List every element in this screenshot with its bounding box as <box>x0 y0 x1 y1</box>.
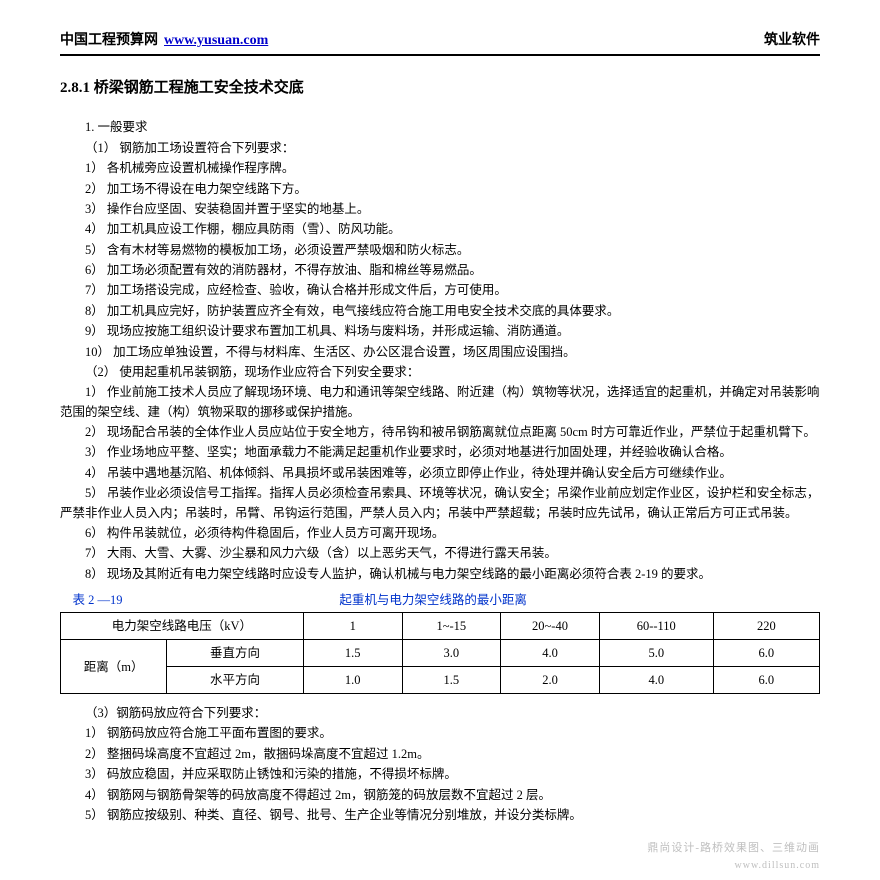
table-cell: 1.5 <box>402 667 501 694</box>
table-header: 20~-40 <box>501 613 600 640</box>
paragraph: （1） 钢筋加工场设置符合下列要求： <box>60 139 820 158</box>
body-text: 1. 一般要求 （1） 钢筋加工场设置符合下列要求：1） 各机械旁应设置机械操作程… <box>60 118 820 584</box>
table-header: 1 <box>303 613 402 640</box>
row-group: 距离（m） <box>61 640 167 694</box>
paragraph: 4） 钢筋网与钢筋骨架等的码放高度不得超过 2m，钢筋笼的码放层数不宜超过 2 … <box>60 786 820 805</box>
distance-table: 电力架空线路电压（kV）11~-1520~-4060--110220 距离（m）垂… <box>60 612 820 694</box>
paragraph: 7） 大雨、大雪、大雾、沙尘暴和风力六级（含）以上恶劣天气，不得进行露天吊装。 <box>60 544 820 563</box>
document-title: 2.8.1 桥梁钢筋工程施工安全技术交底 <box>60 76 820 100</box>
table-cell: 4.0 <box>501 640 600 667</box>
paragraph: 1. 一般要求 <box>60 118 820 137</box>
paragraph: 1） 钢筋码放应符合施工平面布置图的要求。 <box>60 724 820 743</box>
table-number: 表 2 —19 <box>60 590 180 610</box>
table-cell: 6.0 <box>713 640 819 667</box>
paragraph: 4） 加工机具应设工作棚，棚应具防雨（雪）、防风功能。 <box>60 220 820 239</box>
page-header: 中国工程预算网 www.yusuan.com 筑业软件 <box>60 30 820 56</box>
table-header: 60--110 <box>599 613 713 640</box>
watermark-line1: 鼎尚设计-路桥效果图、三维动画 <box>647 840 820 858</box>
paragraph: 10） 加工场应单独设置，不得与材料库、生活区、办公区混合设置，场区周围应设围挡… <box>60 343 820 362</box>
body-text-2: （3）钢筋码放应符合下列要求：1） 钢筋码放应符合施工平面布置图的要求。 2） 整… <box>60 704 820 825</box>
paragraph: 2） 整捆码垛高度不宜超过 2m，散捆码垛高度不宜超过 1.2m。 <box>60 745 820 764</box>
table-cell: 6.0 <box>713 667 819 694</box>
watermark: 鼎尚设计-路桥效果图、三维动画 www.dillsun.com <box>647 840 820 874</box>
paragraph: 1） 作业前施工技术人员应了解现场环境、电力和通讯等架空线路、附近建（构）筑物等… <box>60 383 820 422</box>
paragraph: 8） 加工机具应完好，防护装置应齐全有效，电气接线应符合施工用电安全技术交底的具… <box>60 302 820 321</box>
paragraph: 4） 吊装中遇地基沉陷、机体倾斜、吊具损坏或吊装困难等，必须立即停止作业，待处理… <box>60 464 820 483</box>
paragraph: 3） 操作台应坚固、安装稳固并置于坚实的地基上。 <box>60 200 820 219</box>
table-title: 起重机与电力架空线路的最小距离 <box>183 590 683 610</box>
paragraph: 8） 现场及其附近有电力架空线路时应设专人监护，确认机械与电力架空线路的最小距离… <box>60 565 820 584</box>
paragraph: （3）钢筋码放应符合下列要求： <box>60 704 820 723</box>
table-cell: 1.0 <box>303 667 402 694</box>
table-cell: 1.5 <box>303 640 402 667</box>
table-cell: 3.0 <box>402 640 501 667</box>
site-name: 中国工程预算网 <box>60 30 158 52</box>
paragraph: 1） 各机械旁应设置机械操作程序牌。 <box>60 159 820 178</box>
paragraph: 5） 含有木材等易燃物的模板加工场，必须设置严禁吸烟和防火标志。 <box>60 241 820 260</box>
table-header: 220 <box>713 613 819 640</box>
paragraph: 2） 加工场不得设在电力架空线路下方。 <box>60 180 820 199</box>
table-header: 1~-15 <box>402 613 501 640</box>
paragraph: 6） 构件吊装就位，必须待构件稳固后，作业人员方可离开现场。 <box>60 524 820 543</box>
site-url-link[interactable]: www.yusuan.com <box>164 30 268 52</box>
paragraph: 3） 作业场地应平整、坚实；地面承载力不能满足起重机作业要求时，必须对地基进行加… <box>60 443 820 462</box>
paragraph: 5） 吊装作业必须设信号工指挥。指挥人员必须检查吊索具、环境等状况，确认安全；吊… <box>60 484 820 523</box>
row-label: 垂直方向 <box>167 640 304 667</box>
header-right: 筑业软件 <box>764 30 820 52</box>
paragraph: 3） 码放应稳固，并应采取防止锈蚀和污染的措施，不得损坏标牌。 <box>60 765 820 784</box>
table-cell: 5.0 <box>599 640 713 667</box>
paragraph: 9） 现场应按施工组织设计要求布置加工机具、料场与废料场，并形成运输、消防通道。 <box>60 322 820 341</box>
table-cell: 4.0 <box>599 667 713 694</box>
paragraph: （2） 使用起重机吊装钢筋，现场作业应符合下列安全要求： <box>60 363 820 382</box>
watermark-line2: www.dillsun.com <box>647 858 820 874</box>
row-label: 水平方向 <box>167 667 304 694</box>
paragraph: 5） 钢筋应按级别、种类、直径、钢号、批号、生产企业等情况分别堆放，并设分类标牌… <box>60 806 820 825</box>
paragraph: 7） 加工场搭设完成，应经检查、验收，确认合格并形成文件后，方可使用。 <box>60 281 820 300</box>
table-header: 电力架空线路电压（kV） <box>61 613 304 640</box>
paragraph: 2） 现场配合吊装的全体作业人员应站位于安全地方，待吊钩和被吊钢筋离就位点距离 … <box>60 423 820 442</box>
table-cell: 2.0 <box>501 667 600 694</box>
table-caption: 表 2 —19 起重机与电力架空线路的最小距离 <box>60 590 820 610</box>
paragraph: 6） 加工场必须配置有效的消防器材，不得存放油、脂和棉丝等易燃品。 <box>60 261 820 280</box>
